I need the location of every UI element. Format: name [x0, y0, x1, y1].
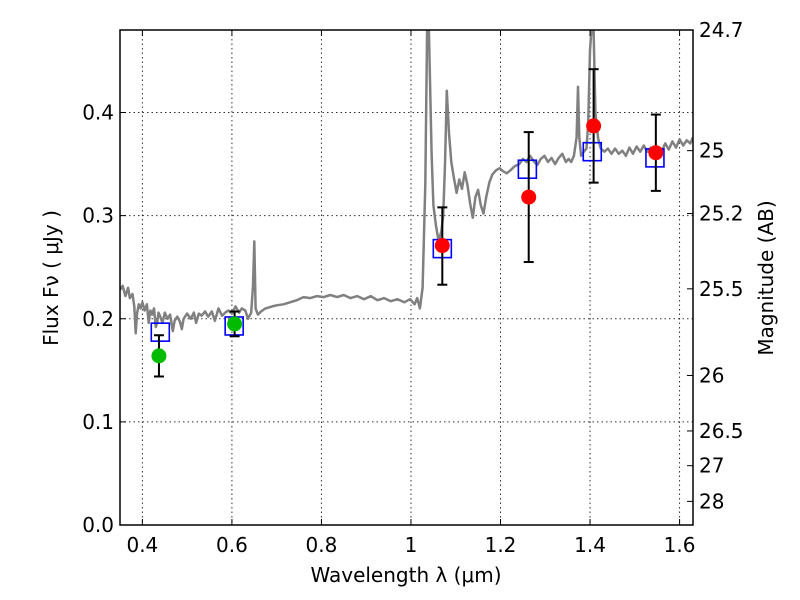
y-tick-label: 0.3: [82, 204, 114, 228]
plot-frame: [119, 29, 694, 526]
observed-point: [434, 238, 450, 254]
model-square-marker: [150, 322, 171, 342]
observed-point: [151, 348, 167, 364]
observed-point: [227, 316, 243, 332]
observed-point: [521, 189, 537, 205]
x-tick-label: 0.4: [126, 533, 158, 557]
y2-axis-title: Magnitude (AB): [754, 200, 778, 355]
y2-tick-label: 28: [699, 489, 724, 513]
plot-area: [120, 30, 693, 378]
y2-tick-label: 26.5: [699, 419, 744, 443]
x-axis-title: Wavelength λ (μm): [310, 563, 501, 587]
y-tick-label: 0.0: [82, 513, 114, 537]
x-tick-label: 1.6: [664, 533, 696, 557]
x-tick-label: 0.6: [216, 533, 248, 557]
y2-tick-label: 25.5: [699, 277, 744, 301]
y2-tick-label: 25.2: [699, 202, 744, 226]
y2-tick-label: 27: [699, 454, 724, 478]
y-tick-label: 0.2: [82, 307, 114, 331]
x-tick-label: 1.4: [574, 533, 606, 557]
y2-tick-label: 24.7: [699, 18, 744, 42]
observed-point: [648, 145, 664, 161]
grid: [120, 30, 693, 525]
x-tick-label: 1: [405, 533, 418, 557]
y-tick-label: 0.1: [82, 410, 114, 434]
y2-tick-label: 25: [699, 139, 724, 163]
x-tick-label: 1.2: [485, 533, 517, 557]
model-square-marker: [582, 141, 603, 162]
axes: 0.4 0.6 0.8 1 1.2 1.4 1.6 0.0 0.1 0.2 0.3 0.4 24.7 25…: [82, 18, 743, 557]
y2-tick-label: 26: [699, 363, 724, 387]
x-tick-label: 0.8: [306, 533, 338, 557]
spectrum-line: [120, 30, 693, 335]
model-square-marker: [517, 159, 538, 180]
observed-point: [586, 118, 602, 134]
y-axis-title: Flux Fν ( μJy ): [39, 210, 63, 346]
y-tick-label: 0.4: [82, 101, 114, 125]
